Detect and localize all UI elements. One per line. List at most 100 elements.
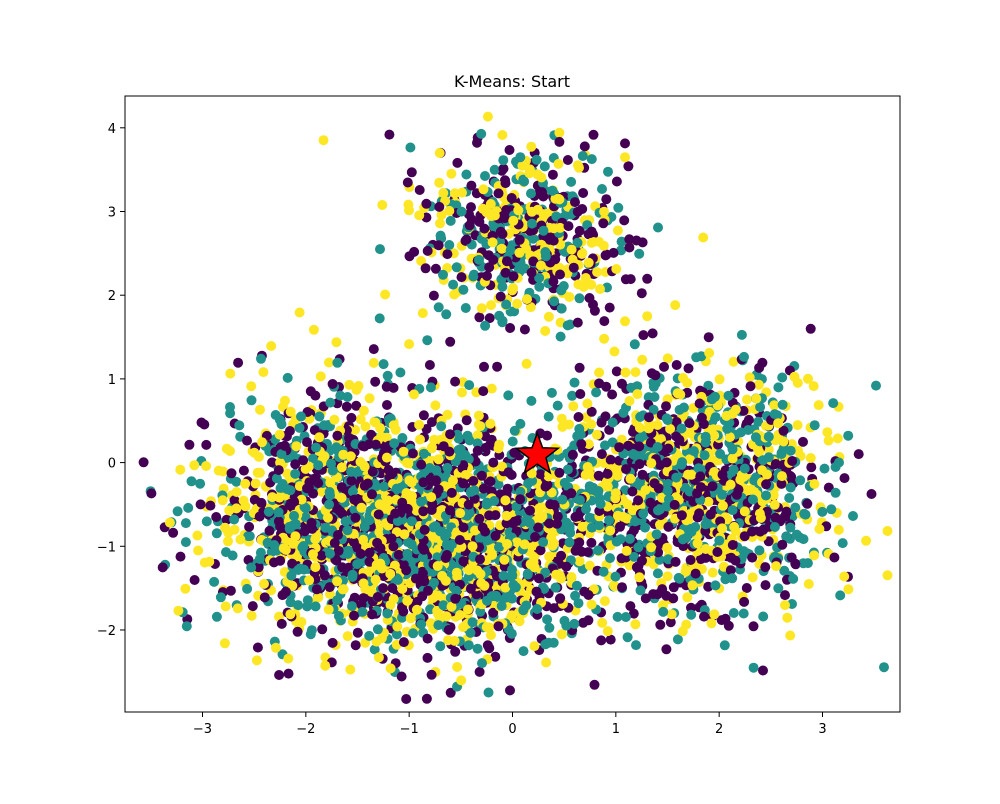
scatter-point xyxy=(399,637,409,647)
scatter-point xyxy=(444,206,454,216)
scatter-point xyxy=(474,312,484,322)
scatter-point xyxy=(598,218,608,228)
scatter-point xyxy=(298,455,308,465)
scatter-point xyxy=(525,506,535,516)
scatter-point xyxy=(328,638,338,648)
scatter-point xyxy=(553,401,563,411)
scatter-point xyxy=(295,308,305,318)
scatter-point xyxy=(621,612,631,622)
scatter-point xyxy=(332,595,342,605)
scatter-point xyxy=(505,323,515,333)
scatter-point xyxy=(411,574,421,584)
scatter-point xyxy=(523,570,533,580)
scatter-point xyxy=(561,562,571,572)
scatter-point xyxy=(168,528,178,538)
scatter-point xyxy=(532,604,542,614)
scatter-point xyxy=(673,388,683,398)
scatter-point xyxy=(564,292,574,302)
scatter-point xyxy=(515,235,525,245)
scatter-point xyxy=(502,256,512,266)
scatter-point xyxy=(757,358,767,368)
scatter-point xyxy=(638,509,648,519)
scatter-point xyxy=(384,130,394,140)
scatter-point xyxy=(554,194,564,204)
scatter-point xyxy=(627,487,637,497)
scatter-point xyxy=(433,620,443,630)
scatter-point xyxy=(227,468,237,478)
scatter-point xyxy=(311,443,321,453)
scatter-point xyxy=(646,458,656,468)
scatter-point xyxy=(609,347,619,357)
scatter-point xyxy=(642,274,652,284)
scatter-point xyxy=(293,627,303,637)
scatter-point xyxy=(175,465,185,475)
scatter-point xyxy=(477,658,487,668)
scatter-point xyxy=(285,609,295,619)
scatter-point xyxy=(806,324,816,334)
scatter-point xyxy=(419,545,429,555)
scatter-point xyxy=(309,325,319,335)
scatter-point xyxy=(728,454,738,464)
scatter-point xyxy=(603,167,613,177)
scatter-point xyxy=(655,620,665,630)
y-tick-label: 3 xyxy=(108,206,116,221)
scatter-point xyxy=(603,626,613,636)
scatter-point xyxy=(625,534,635,544)
scatter-point xyxy=(331,337,341,347)
scatter-point xyxy=(416,497,426,507)
scatter-point xyxy=(622,546,632,556)
scatter-point xyxy=(329,415,339,425)
scatter-point xyxy=(540,247,550,257)
scatter-point xyxy=(555,594,565,604)
scatter-point xyxy=(633,495,643,505)
scatter-point xyxy=(412,605,422,615)
scatter-point xyxy=(399,447,409,457)
scatter-point xyxy=(423,586,433,596)
scatter-point xyxy=(480,171,490,181)
scatter-point xyxy=(581,273,591,283)
scatter-point xyxy=(621,464,631,474)
scatter-point xyxy=(462,415,472,425)
scatter-point xyxy=(201,440,211,450)
scatter-point xyxy=(739,609,749,619)
scatter-point xyxy=(589,130,599,140)
scatter-point xyxy=(233,358,243,368)
scatter-point xyxy=(534,573,544,583)
scatter-point xyxy=(839,572,849,582)
scatter-point xyxy=(299,541,309,551)
scatter-point xyxy=(365,548,375,558)
scatter-point xyxy=(522,294,532,304)
scatter-point xyxy=(434,302,444,312)
scatter-point xyxy=(485,419,495,429)
scatter-point xyxy=(342,402,352,412)
scatter-point xyxy=(449,290,459,300)
scatter-point xyxy=(519,646,529,656)
scatter-point xyxy=(540,326,550,336)
scatter-point xyxy=(637,355,647,365)
scatter-point xyxy=(780,600,790,610)
scatter-point xyxy=(382,453,392,463)
scatter-point xyxy=(405,143,415,153)
scatter-point xyxy=(631,640,641,650)
scatter-point xyxy=(242,584,252,594)
scatter-point xyxy=(317,551,327,561)
scatter-point xyxy=(634,441,644,451)
scatter-point xyxy=(337,493,347,503)
scatter-point xyxy=(541,658,551,668)
scatter-point xyxy=(601,382,611,392)
scatter-point xyxy=(415,435,425,445)
scatter-point xyxy=(758,666,768,676)
scatter-point xyxy=(418,506,428,516)
scatter-point xyxy=(274,516,284,526)
scatter-point xyxy=(301,464,311,474)
scatter-point xyxy=(535,469,545,479)
scatter-point xyxy=(181,537,191,547)
scatter-point xyxy=(782,613,792,623)
scatter-point xyxy=(564,221,574,231)
scatter-point xyxy=(671,557,681,567)
scatter-point xyxy=(437,571,447,581)
scatter-point xyxy=(223,536,233,546)
scatter-point xyxy=(563,155,573,165)
scatter-point xyxy=(682,592,692,602)
